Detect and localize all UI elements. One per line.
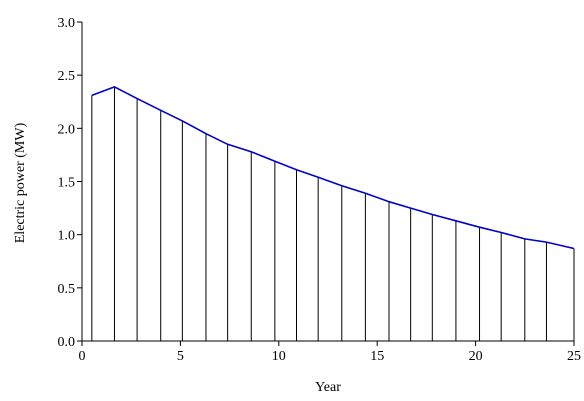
y-tick-label-2: 1.0 [58, 229, 76, 244]
y-tick-label-1: 0.5 [58, 282, 76, 297]
y-tick-label-0: 0.0 [58, 335, 76, 350]
x-tick-label-4: 20 [469, 349, 483, 364]
hatch-layer [91, 86, 575, 341]
x-tick-label-3: 15 [370, 349, 384, 364]
x-tick-label-1: 5 [177, 349, 184, 364]
line-layer [91, 86, 575, 250]
x-axis-title: Year [315, 380, 341, 395]
ticks-layer: 0.0 0.5 1.0 1.5 2.0 2.5 3.0 0 5 10 15 20 25 [58, 16, 582, 364]
x-tick-label-2: 10 [272, 349, 286, 364]
y-tick-label-6: 3.0 [58, 16, 76, 31]
x-tick-label-5: 25 [567, 349, 581, 364]
power-series-line [91, 86, 575, 250]
y-axis-title: Electric power (MW) [13, 122, 28, 243]
y-tick-label-4: 2.0 [58, 122, 76, 137]
y-tick-label-3: 1.5 [58, 176, 76, 191]
y-tick-label-5: 2.5 [58, 69, 76, 84]
x-tick-label-0: 0 [79, 349, 86, 364]
